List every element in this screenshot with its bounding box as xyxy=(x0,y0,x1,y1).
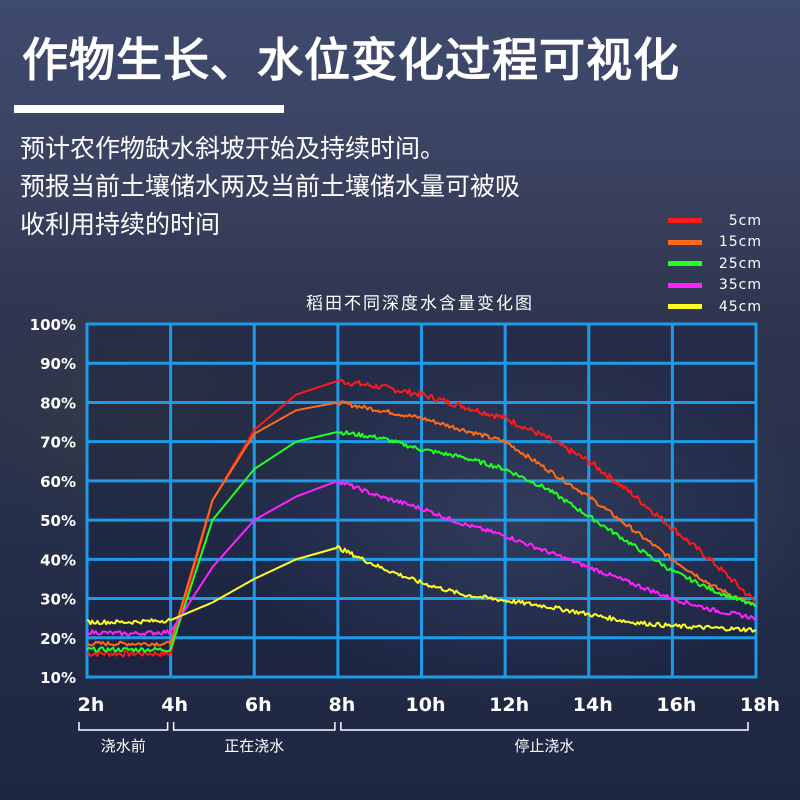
series-line-25cm xyxy=(86,430,757,653)
series-line-35cm xyxy=(86,480,757,637)
page-title: 作物生长、水位变化过程可视化 xyxy=(22,33,680,87)
x-tick-label: 4h xyxy=(161,694,188,716)
legend-swatch xyxy=(668,304,702,310)
series-line-45cm xyxy=(86,545,757,633)
phase-brackets: 浇水前 正在浇水 停止浇水 xyxy=(78,722,749,755)
legend-item: 25cm xyxy=(668,253,762,275)
legend-swatch xyxy=(668,218,702,224)
legend-item: 45cm xyxy=(668,296,762,318)
description-line: 收利用持续的时间 xyxy=(20,210,221,239)
y-tick-label: 20% xyxy=(40,630,76,648)
x-tick-label: 10h xyxy=(406,694,446,716)
legend-swatch xyxy=(668,239,702,245)
legend-label: 45cm xyxy=(718,298,762,315)
phase-bracket xyxy=(172,722,336,731)
y-tick-label: 80% xyxy=(40,394,76,412)
description-line: 预计农作物缺水斜坡开始及持续时间。 xyxy=(20,134,446,163)
legend-label: 5cm xyxy=(728,212,762,229)
x-tick-label: 18h xyxy=(740,694,780,716)
legend-item: 35cm xyxy=(668,275,762,297)
phase-label: 停止浇水 xyxy=(514,737,574,755)
legend-swatch xyxy=(668,261,702,267)
phase-label: 正在浇水 xyxy=(224,737,284,755)
chart-title: 稻田不同深度水含量变化图 xyxy=(306,294,534,314)
chart-grid xyxy=(85,322,758,679)
y-tick-label: 60% xyxy=(40,473,76,491)
y-tick-label: 50% xyxy=(40,512,76,530)
legend-item: 5cm xyxy=(668,210,762,232)
series-line-15cm xyxy=(86,400,757,647)
x-tick-label: 8h xyxy=(329,694,356,716)
legend-label: 25cm xyxy=(718,255,762,272)
x-tick-label: 2h xyxy=(78,694,105,716)
chart-legend: 5cm 15cm 25cm 35cm 45cm xyxy=(668,210,762,318)
y-tick-label: 90% xyxy=(40,355,76,373)
description-line: 预报当前土壤储水两及当前土壤储水量可被吸 xyxy=(20,172,521,201)
x-tick-label: 16h xyxy=(656,694,696,716)
description: 预计农作物缺水斜坡开始及持续时间。 预报当前土壤储水两及当前土壤储水量可被吸 收… xyxy=(20,130,520,244)
y-tick-label: 30% xyxy=(40,591,76,609)
x-axis-ticks: 2h 4h 6h 8h 10h 12h 14h 16h 18h xyxy=(78,694,780,716)
y-tick-label: 70% xyxy=(40,434,76,452)
legend-label: 35cm xyxy=(718,277,762,294)
chart-series xyxy=(86,378,757,658)
y-tick-label: 100% xyxy=(30,316,76,334)
phase-bracket xyxy=(78,722,169,731)
y-axis-ticks: 100% 90% 80% 70% 60% 50% 40% 30% 20% 10% xyxy=(30,316,76,687)
x-tick-label: 6h xyxy=(245,694,272,716)
phase-label: 浇水前 xyxy=(101,737,146,755)
legend-swatch xyxy=(668,282,702,288)
legend-label: 15cm xyxy=(718,234,762,251)
y-tick-label: 40% xyxy=(40,551,76,569)
x-tick-label: 14h xyxy=(573,694,613,716)
legend-item: 15cm xyxy=(668,232,762,254)
phase-bracket xyxy=(340,722,749,731)
y-tick-label: 10% xyxy=(40,669,76,687)
title-underline xyxy=(14,105,284,113)
x-tick-label: 12h xyxy=(489,694,529,716)
